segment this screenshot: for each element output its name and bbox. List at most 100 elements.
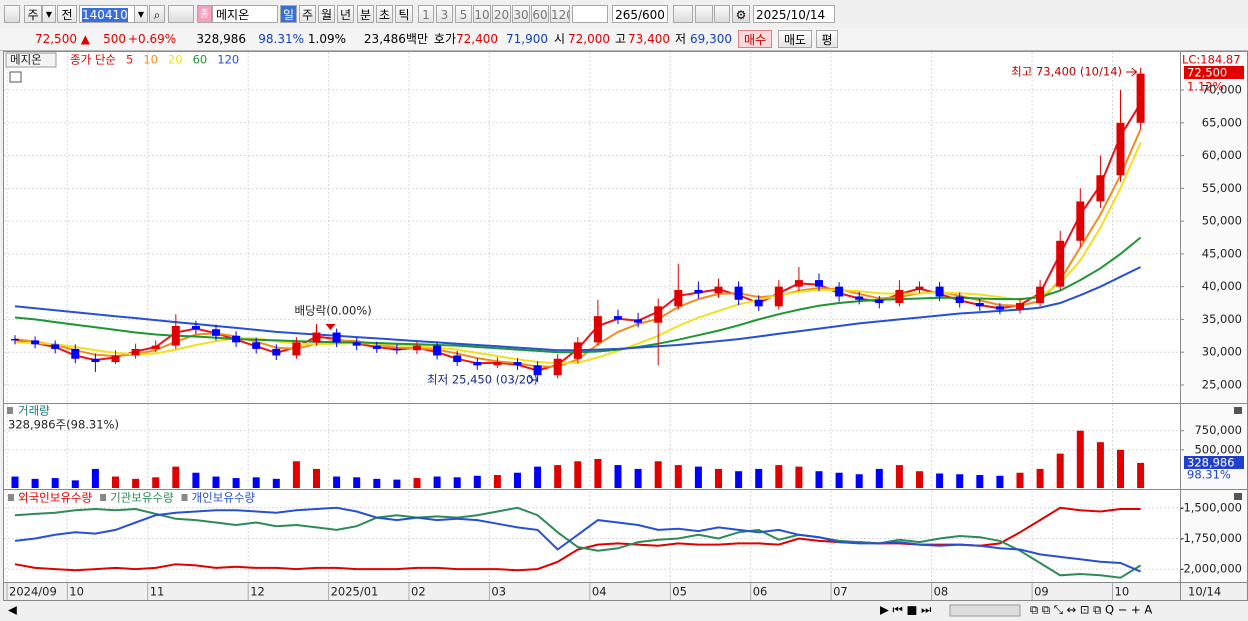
volume-bar bbox=[493, 475, 501, 488]
candle-body bbox=[453, 355, 462, 363]
candle-body bbox=[634, 319, 643, 323]
volume-bar bbox=[112, 476, 119, 488]
volume-bar bbox=[393, 479, 401, 488]
candle-body bbox=[674, 289, 683, 307]
interval-button[interactable]: 30 bbox=[512, 5, 530, 23]
volume-bar bbox=[132, 478, 140, 488]
sound-icon[interactable] bbox=[168, 5, 194, 23]
price-plot bbox=[11, 67, 1145, 383]
candle-body bbox=[11, 339, 19, 341]
price-label: 72,500 bbox=[1187, 66, 1227, 80]
volume-bar bbox=[11, 476, 19, 488]
period-minute[interactable]: 분 bbox=[357, 5, 374, 23]
label: 저 bbox=[674, 32, 686, 46]
period-week[interactable]: 주 bbox=[299, 5, 316, 23]
period-day[interactable]: 일 bbox=[280, 5, 297, 23]
zoom-controls[interactable]: ⧉ ⧉ ⤡ ↔ ⊡ ⧉ Q − + A bbox=[1030, 603, 1152, 617]
panel-close[interactable] bbox=[1234, 407, 1242, 414]
volume-bar bbox=[976, 475, 984, 488]
dropdown[interactable]: ▼ bbox=[42, 5, 56, 23]
dropdown[interactable]: ▼ bbox=[134, 5, 148, 23]
interval-button[interactable]: 5 bbox=[455, 5, 472, 23]
legend-marker bbox=[8, 494, 14, 501]
period-year[interactable]: 년 bbox=[337, 5, 354, 23]
candle-body bbox=[533, 365, 542, 376]
blank-select[interactable] bbox=[572, 5, 608, 23]
chart-bg bbox=[3, 51, 1248, 601]
scroll-thumb[interactable] bbox=[949, 604, 1021, 617]
x-tick-label: 10 bbox=[1115, 585, 1130, 599]
price: 72,500 ▲ bbox=[34, 32, 90, 46]
y-tick-label: 70,000 bbox=[1202, 83, 1242, 97]
period-second[interactable]: 초 bbox=[376, 5, 393, 23]
sell-button[interactable]: 매도 bbox=[778, 30, 812, 48]
period-tick[interactable]: 틱 bbox=[395, 5, 413, 23]
date-input[interactable]: 2025/10/14 bbox=[753, 5, 835, 23]
count-value: 265 bbox=[615, 8, 638, 22]
volume-bar bbox=[815, 471, 823, 488]
candle-body bbox=[875, 299, 884, 304]
menu-icon[interactable] bbox=[4, 5, 20, 23]
volume-badge bbox=[1184, 456, 1244, 469]
x-tick-label: 06 bbox=[753, 585, 768, 599]
interval-button[interactable]: 10 bbox=[473, 5, 491, 23]
volume-bar bbox=[694, 466, 702, 488]
panel-close[interactable] bbox=[1234, 493, 1242, 500]
legend-marker bbox=[181, 494, 188, 501]
turnover: 1.09% bbox=[307, 32, 346, 46]
buy-button[interactable]: 매수 bbox=[738, 30, 772, 48]
all-button[interactable]: 전 bbox=[57, 5, 77, 23]
settings-icon[interactable]: ⚙ bbox=[732, 5, 750, 23]
y-tick-label: 750,000 bbox=[1194, 423, 1242, 437]
candle-body bbox=[754, 299, 763, 307]
quote-bar: 72,500 ▲ 500 +0.69% 328,986 98.31% 1.09%… bbox=[0, 28, 1248, 51]
name-input[interactable]: 메지온 bbox=[212, 5, 278, 23]
legend-title: 종가 단순 bbox=[70, 53, 116, 67]
volume-bar bbox=[1076, 430, 1084, 488]
candle-body bbox=[272, 348, 281, 356]
period-month[interactable]: 월 bbox=[318, 5, 335, 23]
candle-body bbox=[995, 306, 1004, 310]
scrollbar[interactable] bbox=[3, 602, 1248, 619]
table-icon[interactable] bbox=[9, 71, 22, 83]
tool-icon[interactable] bbox=[673, 5, 693, 23]
x-tick-label: 08 bbox=[934, 585, 949, 599]
legend-entry: 외국인보유수량 bbox=[18, 491, 92, 505]
candle-body bbox=[1056, 240, 1065, 287]
candle-body bbox=[392, 348, 401, 351]
x-tick-label: 11 bbox=[150, 585, 165, 599]
volume-bar bbox=[413, 478, 421, 488]
legend-entry: 120 bbox=[217, 53, 239, 67]
tool-icon[interactable] bbox=[695, 5, 713, 23]
interval-button[interactable]: 1 bbox=[418, 5, 434, 23]
volume-bar bbox=[51, 478, 59, 488]
change-rate: +0.69% bbox=[128, 32, 177, 46]
title-box bbox=[5, 52, 57, 68]
annotation-dividend: 배당락(0.00%) bbox=[295, 304, 372, 318]
interval-button[interactable]: 20 bbox=[492, 5, 511, 23]
interval-button[interactable]: 120 bbox=[550, 5, 570, 23]
volume-bar bbox=[1137, 462, 1145, 488]
code-input[interactable]: 140410 bbox=[79, 5, 135, 23]
search-icon[interactable]: ⌕ bbox=[149, 5, 165, 23]
scroll-controls[interactable]: ▶ ⏮ ■ ⏭ bbox=[880, 603, 932, 617]
market-select[interactable]: 주 bbox=[24, 5, 42, 23]
interval-button[interactable]: 3 bbox=[436, 5, 453, 23]
candle-body bbox=[71, 348, 80, 359]
legend-entry: 20 bbox=[168, 53, 183, 67]
y-tick-label: 50,000 bbox=[1202, 214, 1242, 228]
volume-bar bbox=[775, 465, 783, 488]
x-tick-label: 05 bbox=[672, 585, 687, 599]
avg-button[interactable]: 평 bbox=[816, 30, 838, 48]
candle-body bbox=[372, 345, 381, 349]
count-box[interactable]: 265/600 bbox=[612, 5, 668, 23]
interval-button[interactable]: 60 bbox=[531, 5, 549, 23]
volume-bar bbox=[936, 473, 944, 488]
scroll-left[interactable]: ◀ bbox=[8, 603, 17, 617]
volume-bar bbox=[835, 472, 843, 488]
candle-body bbox=[734, 286, 743, 300]
volume-bar bbox=[313, 468, 320, 488]
save-icon[interactable] bbox=[714, 5, 730, 23]
volume-label: 328,986 bbox=[1187, 456, 1235, 470]
candle-body bbox=[473, 362, 482, 366]
